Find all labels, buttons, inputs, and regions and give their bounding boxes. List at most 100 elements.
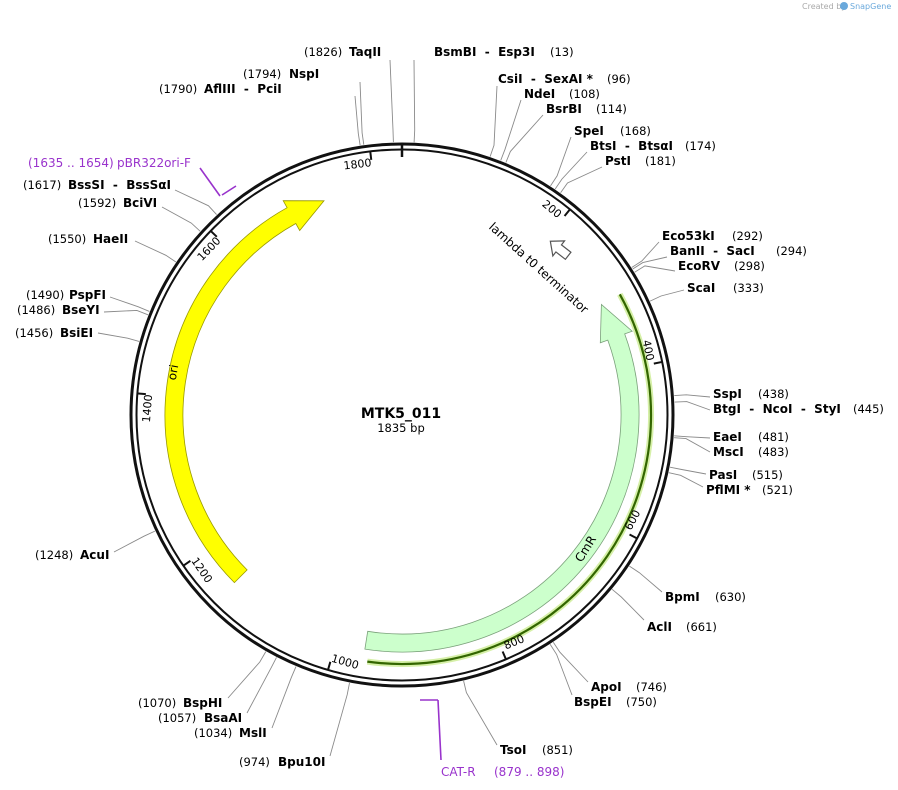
leader-line (174, 189, 217, 215)
leader-line (674, 435, 711, 439)
leader-line (246, 657, 277, 714)
leader-line (359, 81, 365, 145)
primer-mark (199, 167, 237, 197)
site-position: (114) (596, 102, 627, 116)
leader-line (271, 666, 297, 729)
site-position: (1248) (35, 548, 73, 562)
leader-line (103, 309, 149, 316)
site-position: (1034) (194, 726, 232, 740)
site-position: (1794) (243, 67, 281, 81)
site-position: (515) (752, 468, 783, 482)
leader-line (634, 265, 676, 273)
site-name: BsiEI (60, 326, 93, 340)
leader-line (329, 682, 350, 757)
primer-name: pBR322ori-F (117, 156, 191, 170)
site-name: AcuI (80, 548, 109, 562)
scale-tick (653, 360, 663, 365)
site-position: (1456) (15, 326, 53, 340)
cds-line (367, 293, 653, 666)
site-name: BssSI - BssSαI (68, 178, 171, 192)
scale-tick (629, 533, 638, 540)
scale-label: 1000 (330, 652, 361, 672)
site-name: BspHI (183, 696, 222, 710)
leader-line (463, 680, 498, 746)
leader-line (669, 466, 707, 475)
site-name: TaqII (349, 45, 381, 59)
site-position: (168) (620, 124, 651, 138)
site-name: BspEI (574, 695, 612, 709)
leader-line (489, 85, 498, 157)
feature-arrow (364, 303, 640, 653)
site-name: BtgI - NcoI - StyI (713, 402, 841, 416)
site-position: (1070) (138, 696, 176, 710)
leader-line (611, 588, 645, 621)
site-position: (750) (626, 695, 657, 709)
plasmid-name: MTK5_011 (361, 406, 441, 422)
leader-line (161, 206, 201, 232)
site-name: BanII - SacI (670, 244, 755, 258)
scale-tick (182, 560, 191, 567)
site-name: TsoI (500, 743, 526, 757)
site-name: ApoI (591, 680, 622, 694)
leader-line (560, 166, 603, 194)
site-position: (481) (758, 430, 789, 444)
watermark-brand: SnapGene (850, 2, 891, 11)
leader-line (674, 437, 711, 453)
site-position: (445) (853, 402, 884, 416)
site-position: (1486) (17, 303, 55, 317)
site-name: PspFI (69, 288, 106, 302)
site-name: Bpu10I (278, 755, 325, 769)
scale-label: 1600 (195, 234, 224, 263)
leader-line (109, 296, 150, 312)
site-name: MslI (239, 726, 267, 740)
leader-line (631, 241, 660, 268)
scale-tick (563, 208, 572, 217)
site-name: BtsI - BtsαI (590, 139, 673, 153)
primer-mark (420, 699, 442, 761)
site-position: (1826) (304, 45, 342, 59)
scale-tick (209, 229, 218, 238)
plasmid-length: 1835 bp (377, 421, 425, 435)
site-position: (1617) (23, 178, 61, 192)
scale-label: 1400 (140, 394, 155, 423)
scale-label: 600 (622, 508, 643, 533)
site-name: NdeI (524, 87, 555, 101)
site-position: (96) (607, 72, 631, 86)
leader-line (552, 642, 589, 683)
site-name: BpmI (665, 590, 700, 604)
site-name: CsiI - SexAI * (498, 72, 594, 86)
site-name: ScaI (687, 281, 715, 295)
leader-line (632, 256, 668, 270)
leader-line (674, 394, 711, 398)
site-position: (1790) (159, 82, 197, 96)
feature-arrow (164, 200, 325, 584)
scale-tick (136, 392, 146, 396)
backbone (129, 142, 675, 688)
leader-line (505, 114, 544, 163)
site-position: (13) (550, 45, 574, 59)
leader-line (549, 644, 573, 696)
site-position: (630) (715, 590, 746, 604)
site-position: (108) (569, 87, 600, 101)
feature-label: ori (165, 363, 181, 381)
scale-label: 1800 (343, 156, 372, 172)
site-name: BsrBI (546, 102, 582, 116)
site-name: NspI (289, 67, 319, 81)
leader-line (668, 472, 704, 488)
leader-line (554, 151, 588, 190)
site-name: AclI (647, 620, 672, 634)
site-position: (1592) (78, 196, 116, 210)
site-position: (438) (758, 387, 789, 401)
leader-line (413, 59, 416, 143)
site-name: BsmBI - Esp3I (434, 45, 535, 59)
scale-tick (369, 150, 373, 160)
site-position: (661) (686, 620, 717, 634)
site-position: (292) (732, 229, 763, 243)
leader-line (227, 651, 267, 699)
site-position: (1490) (26, 288, 64, 302)
leader-line (649, 289, 685, 302)
site-name: MscI (713, 445, 744, 459)
primer-name: CAT-R (441, 765, 476, 779)
site-name: BciVI (123, 196, 157, 210)
